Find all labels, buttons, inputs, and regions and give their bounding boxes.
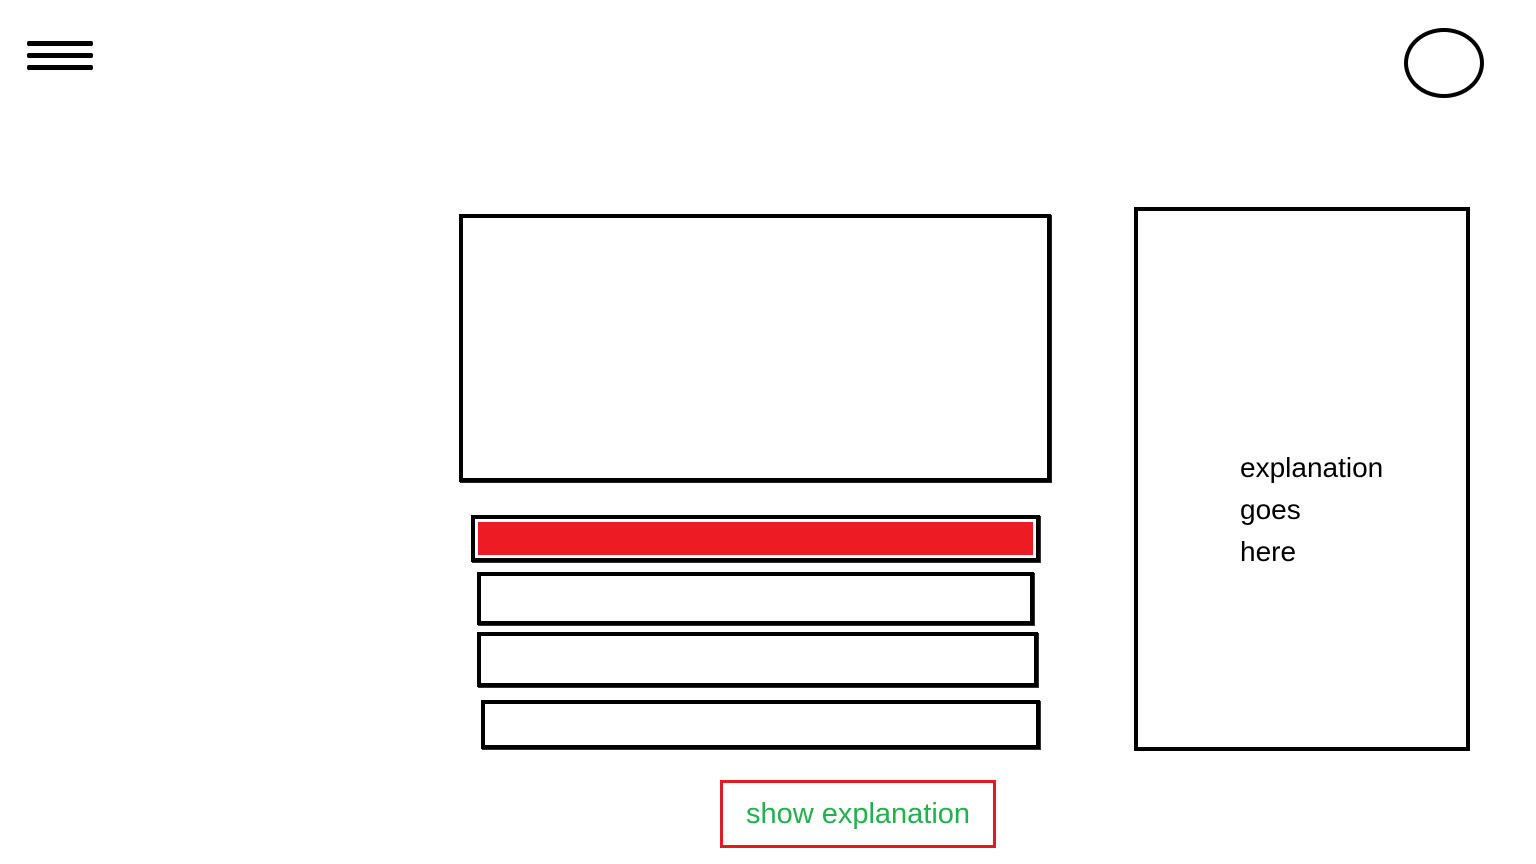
- explanation-text: explanation goes here: [1240, 452, 1384, 567]
- show-explanation-button[interactable]: show explanation: [720, 780, 996, 848]
- answer-option-3[interactable]: [477, 632, 1038, 687]
- profile-circle-icon[interactable]: [1404, 28, 1484, 98]
- explanation-panel: explanation goes here: [1134, 207, 1470, 751]
- hamburger-menu-icon[interactable]: [27, 40, 93, 74]
- menu-icon-bar: [27, 53, 93, 58]
- menu-icon-bar: [27, 41, 93, 46]
- answer-option-4[interactable]: [481, 700, 1040, 749]
- answer-option-2[interactable]: [477, 572, 1034, 625]
- question-box: [459, 214, 1051, 482]
- answer-option-1[interactable]: [471, 515, 1040, 562]
- menu-icon-bar: [27, 65, 93, 70]
